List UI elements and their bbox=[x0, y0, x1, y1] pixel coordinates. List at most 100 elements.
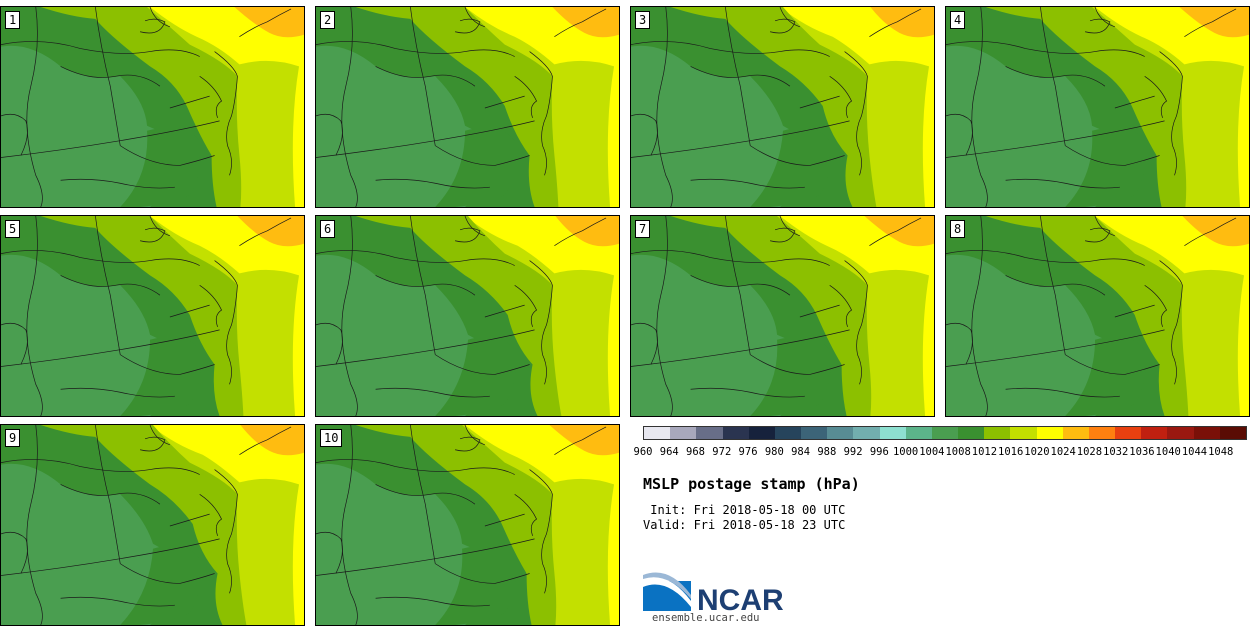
map-boundary-line bbox=[1, 250, 200, 266]
map-boundary-line bbox=[139, 227, 166, 243]
map-panel: 5 bbox=[0, 215, 305, 417]
map-boundary-line bbox=[946, 113, 973, 156]
colorbar-label: 1036 bbox=[1129, 446, 1155, 458]
map-boundary-line bbox=[316, 250, 515, 266]
mslp-map bbox=[1, 7, 304, 207]
map-panel: 10 bbox=[315, 424, 620, 626]
map-boundary-line bbox=[375, 387, 490, 398]
map-boundary-line bbox=[1, 322, 28, 365]
colorbar-swatch bbox=[1141, 427, 1168, 439]
colorbar-label: 1032 bbox=[1103, 446, 1129, 458]
mslp-map bbox=[1, 425, 304, 625]
colorbar-label: 1040 bbox=[1155, 446, 1181, 458]
map-boundary-line bbox=[239, 217, 292, 246]
map-boundary-line bbox=[316, 329, 535, 367]
map-boundary-line bbox=[410, 7, 436, 146]
map-boundary-line bbox=[1184, 217, 1237, 246]
map-boundary-line bbox=[95, 216, 121, 355]
map-boundary-line bbox=[529, 469, 553, 594]
map-boundary-line bbox=[1159, 260, 1183, 385]
mslp-map bbox=[631, 216, 934, 416]
map-boundary-line bbox=[799, 304, 840, 318]
map-panel: 1 bbox=[0, 6, 305, 208]
map-boundary-line bbox=[631, 41, 830, 57]
map-boundary-line bbox=[139, 436, 166, 452]
mslp-map bbox=[1, 216, 304, 416]
map-boundary-line bbox=[1144, 285, 1167, 328]
map-boundary-line bbox=[631, 329, 850, 367]
colorbar-swatch bbox=[1062, 427, 1089, 439]
map-panel: 9 bbox=[0, 424, 305, 626]
colorbar-swatch bbox=[1193, 427, 1220, 439]
ensemble-member-label: 2 bbox=[320, 11, 336, 29]
map-boundary-line bbox=[1159, 51, 1183, 176]
mslp-map bbox=[946, 7, 1249, 207]
map-boundary-line bbox=[1144, 76, 1167, 119]
map-boundary-line bbox=[239, 426, 292, 455]
logo-url[interactable]: ensemble.ucar.edu bbox=[652, 612, 760, 624]
map-boundary-line bbox=[1, 41, 200, 57]
map-boundary-line bbox=[464, 216, 485, 237]
map-boundary-line bbox=[316, 459, 515, 475]
colorbar-labels: 960 964 968 972 976 980 984 988 992 996 1000 1004 10… bbox=[634, 446, 1247, 460]
map-boundary-line bbox=[514, 76, 537, 119]
colorbar-label: 1044 bbox=[1181, 446, 1208, 458]
mslp-map bbox=[631, 7, 934, 207]
colorbar-swatch bbox=[1088, 427, 1116, 439]
map-boundary-line bbox=[554, 426, 607, 455]
map-boundary-line bbox=[750, 145, 845, 166]
map-boundary-line bbox=[1, 120, 220, 158]
map-boundary-line bbox=[690, 275, 791, 296]
colorbar-label: 992 bbox=[843, 446, 863, 458]
ncar-logo-text: NCAR bbox=[697, 584, 784, 613]
map-boundary-line bbox=[554, 217, 607, 246]
map-boundary-line bbox=[1065, 354, 1160, 375]
colorbar-swatch bbox=[931, 427, 959, 439]
map-boundary-line bbox=[779, 216, 800, 237]
map-boundary-line bbox=[799, 95, 840, 109]
map-boundary-line bbox=[60, 484, 161, 505]
map-boundary-line bbox=[120, 145, 215, 166]
map-boundary-line bbox=[1184, 8, 1237, 37]
map-boundary-line bbox=[60, 178, 175, 189]
map-boundary-line bbox=[514, 285, 537, 328]
map-boundary-line bbox=[769, 227, 796, 243]
map-boundary-line bbox=[464, 425, 485, 446]
map-boundary-line bbox=[95, 7, 121, 146]
ensemble-member-label: 6 bbox=[320, 220, 336, 238]
mslp-map bbox=[946, 216, 1249, 416]
map-boundary-line bbox=[844, 51, 868, 176]
map-boundary-line bbox=[946, 120, 1165, 158]
map-boundary-line bbox=[690, 387, 805, 398]
map-boundary-line bbox=[435, 145, 530, 166]
colorbar-swatch bbox=[1010, 427, 1037, 439]
map-boundary-line bbox=[60, 387, 175, 398]
map-boundary-line bbox=[454, 436, 481, 452]
map-boundary-line bbox=[316, 113, 343, 156]
map-panel: 6 bbox=[315, 215, 620, 417]
map-panel: 8 bbox=[945, 215, 1250, 417]
map-boundary-line bbox=[1094, 216, 1115, 237]
map-boundary-line bbox=[214, 469, 238, 594]
ensemble-member-label: 8 bbox=[950, 220, 966, 238]
colorbar-label: 1048 bbox=[1208, 446, 1234, 458]
ensemble-member-label: 7 bbox=[635, 220, 651, 238]
colorbar-swatch bbox=[1115, 427, 1142, 439]
map-boundary-line bbox=[95, 425, 121, 564]
map-boundary-line bbox=[554, 8, 607, 37]
map-boundary-line bbox=[375, 484, 476, 505]
map-boundary-line bbox=[199, 494, 222, 537]
colorbar-swatch bbox=[879, 427, 906, 439]
colorbar-label: 980 bbox=[764, 446, 784, 458]
map-boundary-line bbox=[529, 260, 553, 385]
colorbar-label: 976 bbox=[738, 446, 758, 458]
valid-time: Valid: Fri 2018-05-18 23 UTC bbox=[643, 518, 846, 532]
ensemble-member-label: 10 bbox=[320, 429, 343, 447]
map-boundary-line bbox=[316, 538, 535, 576]
map-panel: 2 bbox=[315, 6, 620, 208]
colorbar-label: 1016 bbox=[997, 446, 1024, 458]
map-boundary-line bbox=[946, 41, 1145, 57]
map-boundary-line bbox=[1065, 145, 1160, 166]
map-boundary-line bbox=[631, 322, 658, 365]
colorbar-label: 1028 bbox=[1076, 446, 1103, 458]
